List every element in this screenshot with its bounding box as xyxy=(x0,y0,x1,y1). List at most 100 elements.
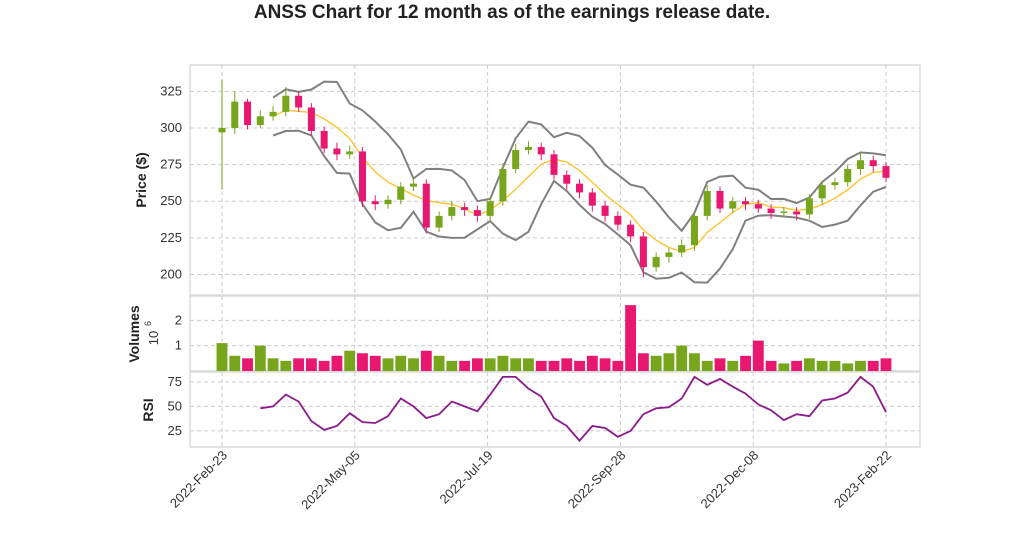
candle-body xyxy=(371,201,379,205)
x-tick-label: 2022-Feb-23 xyxy=(167,448,230,511)
volume-bar xyxy=(497,355,509,371)
candle-body xyxy=(805,198,813,215)
candle-body xyxy=(231,101,239,128)
candle-body xyxy=(652,256,660,268)
volume-bar xyxy=(433,355,445,371)
volume-bar xyxy=(523,358,534,371)
candle-body xyxy=(780,211,788,213)
candle-body xyxy=(473,210,481,216)
candle-body xyxy=(767,208,775,213)
volume-bar xyxy=(331,355,343,371)
volume-bar xyxy=(586,355,598,371)
candle-body xyxy=(218,127,226,133)
volume-bar xyxy=(420,350,432,371)
volume-bar xyxy=(254,345,266,371)
candle-body xyxy=(537,147,545,155)
volume-y-tick-label: 2 xyxy=(175,312,182,327)
candle-body xyxy=(690,215,698,246)
volume-bar xyxy=(510,358,522,371)
candle-body xyxy=(550,154,558,175)
volume-bar xyxy=(599,358,611,371)
candle-body xyxy=(882,166,890,178)
candle-body xyxy=(333,148,341,155)
volume-bar xyxy=(369,355,381,371)
price-y-tick-label: 200 xyxy=(160,266,182,281)
volume-bar xyxy=(548,360,560,371)
candle-body xyxy=(435,215,443,228)
candle-body xyxy=(627,224,635,237)
volume-bar xyxy=(855,360,866,371)
bollinger-upper-line xyxy=(272,80,887,233)
volume-bar xyxy=(471,358,483,371)
volume-bar xyxy=(880,358,892,371)
candle-body xyxy=(358,151,366,202)
candle-body xyxy=(244,101,252,126)
volume-bar xyxy=(727,360,739,371)
volume-bar xyxy=(216,343,228,371)
x-tick-label: 2022-Dec-08 xyxy=(698,448,762,512)
rsi-line xyxy=(260,375,887,443)
candle-body xyxy=(639,236,647,268)
candle-body xyxy=(665,252,673,257)
volume-bar xyxy=(803,358,815,371)
candle-body xyxy=(563,174,571,184)
volume-bar xyxy=(267,358,279,371)
x-tick-label: 2022-Jul-19 xyxy=(437,448,496,507)
svg-text:6: 6 xyxy=(143,321,153,326)
candle-body xyxy=(716,190,724,209)
volume-bar xyxy=(535,360,547,371)
volume-bar xyxy=(765,360,777,371)
volume-bar xyxy=(625,305,637,371)
candle-body xyxy=(588,192,596,206)
volume-bar xyxy=(574,360,585,371)
volume-bar xyxy=(305,358,317,371)
candle-body xyxy=(831,182,839,186)
candle-body xyxy=(269,111,277,117)
volume-bar xyxy=(637,353,649,371)
volume-bar xyxy=(842,363,854,371)
candle-body xyxy=(742,201,750,205)
rsi-axis-label: RSI xyxy=(140,398,156,421)
candle-body xyxy=(512,149,520,170)
candle-body xyxy=(754,204,762,209)
candle-body xyxy=(461,207,469,211)
candle-body xyxy=(410,183,418,187)
x-tick-label: 2022-May-05 xyxy=(298,448,363,513)
rsi-y-tick-label: 75 xyxy=(168,374,182,389)
candle-body xyxy=(869,160,877,167)
candle-body xyxy=(844,169,852,183)
volume-bar xyxy=(293,358,305,371)
price-axis-label: Price ($) xyxy=(133,152,149,207)
candle-body xyxy=(678,245,686,253)
volume-scale-label: 10 6 xyxy=(143,321,161,345)
x-tick-label: 2023-Feb-22 xyxy=(831,448,894,511)
price-y-tick-label: 300 xyxy=(160,120,182,135)
volume-bar xyxy=(740,355,751,371)
candle-body xyxy=(256,116,264,126)
candle-body xyxy=(499,169,507,202)
volume-bar xyxy=(395,355,407,371)
volume-bar xyxy=(816,360,828,371)
volume-bar xyxy=(650,355,662,371)
candle-body xyxy=(320,130,328,149)
price-y-tick-label: 250 xyxy=(160,193,182,208)
volume-bar xyxy=(382,358,394,371)
volume-bar xyxy=(561,358,573,371)
volume-axis-label: Volumes xyxy=(126,305,142,363)
volume-bar xyxy=(357,353,368,371)
volume-bar xyxy=(689,353,700,371)
svg-text:10: 10 xyxy=(146,331,161,345)
rsi-y-tick-label: 50 xyxy=(168,398,182,413)
price-y-tick-label: 325 xyxy=(160,83,182,98)
candle-body xyxy=(384,199,392,205)
volume-bar xyxy=(344,350,356,371)
volume-bar xyxy=(829,360,841,371)
candle-body xyxy=(282,95,290,112)
rsi-panel-frame xyxy=(189,371,921,448)
candle-body xyxy=(346,151,354,155)
candle-body xyxy=(295,95,303,108)
volume-bar xyxy=(446,360,458,371)
volume-y-tick-label: 1 xyxy=(175,338,182,353)
volume-bar xyxy=(676,345,688,371)
